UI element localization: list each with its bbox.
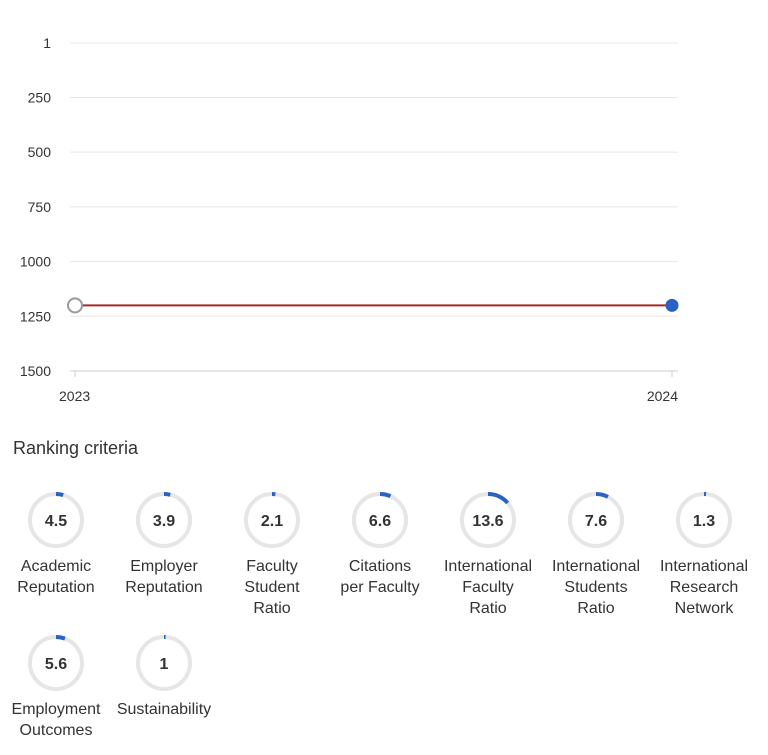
criterion-label: Academic Reputation bbox=[2, 556, 110, 598]
data-point bbox=[67, 297, 83, 314]
criterion-label: Sustainability bbox=[110, 699, 218, 720]
x-tick-label: 2023 bbox=[59, 388, 90, 404]
criterion-label-line: Outcomes bbox=[19, 722, 93, 739]
criterion-label-line: Reputation bbox=[17, 579, 95, 596]
criterion-label-line: Ratio bbox=[577, 600, 615, 617]
criterion-score: 3.9 bbox=[153, 513, 175, 530]
criterion-label-line: Faculty bbox=[462, 579, 514, 596]
criterion-score: 6.6 bbox=[369, 513, 391, 530]
criterion-score: 2.1 bbox=[261, 513, 283, 530]
criterion-item: 6.6 Citations per Faculty bbox=[326, 490, 434, 598]
criterion-label-line: Faculty bbox=[246, 558, 298, 575]
y-tick-label: 1 bbox=[43, 35, 51, 51]
criterion-label-line: Sustainability bbox=[116, 701, 212, 718]
criterion-gauge: 13.6 bbox=[460, 492, 516, 548]
criterion-item: 4.5 Academic Reputation bbox=[2, 490, 110, 598]
criterion-label-line: Reputation bbox=[125, 579, 203, 596]
criterion-label-line: Network bbox=[674, 600, 734, 617]
gauge-track bbox=[676, 492, 732, 548]
gauge-track bbox=[568, 492, 624, 548]
criterion-item: 7.6 International Students Ratio bbox=[542, 490, 650, 619]
criterion-label-line: Citations bbox=[348, 558, 412, 575]
criterion-label-line: Research bbox=[669, 579, 739, 596]
gauge-track bbox=[28, 492, 84, 548]
gauge-track bbox=[352, 492, 408, 548]
criterion-item: 2.1 Faculty Student Ratio bbox=[218, 490, 326, 619]
gauge-fill bbox=[28, 492, 84, 548]
criterion-label-line: International bbox=[443, 558, 533, 575]
criterion-label-line: Employer bbox=[130, 558, 198, 575]
gauge-fill bbox=[136, 635, 192, 691]
y-tick-label: 1000 bbox=[20, 254, 51, 270]
ranking-criteria-title: Ranking criteria bbox=[13, 438, 139, 458]
criterion-score: 13.6 bbox=[472, 513, 503, 530]
gauge-fill bbox=[244, 492, 300, 548]
gauge-fill bbox=[352, 492, 408, 548]
gauge-track bbox=[136, 492, 192, 548]
criterion-gauge: 6.6 bbox=[352, 492, 408, 548]
gauge-fill bbox=[676, 492, 732, 548]
criterion-item: 3.9 Employer Reputation bbox=[110, 490, 218, 598]
criterion-gauge: 1 bbox=[136, 635, 192, 691]
criterion-score: 4.5 bbox=[45, 513, 67, 530]
gauge-fill bbox=[568, 492, 624, 548]
gauge-fill bbox=[136, 492, 192, 548]
criterion-gauge: 1.3 bbox=[676, 492, 732, 548]
y-tick-label: 250 bbox=[28, 89, 52, 105]
gauge-fill bbox=[28, 635, 84, 691]
y-tick-label: 750 bbox=[28, 199, 52, 215]
criterion-label-line: Employment bbox=[11, 701, 101, 718]
criterion-item: 1.3 International Research Network bbox=[650, 490, 758, 619]
criterion-label-line: Academic bbox=[20, 558, 92, 575]
gauge-track bbox=[460, 492, 516, 548]
criterion-label: International Students Ratio bbox=[542, 556, 650, 619]
criterion-label-line: International bbox=[659, 558, 749, 575]
y-tick-label: 1500 bbox=[20, 363, 51, 379]
criterion-label: Employer Reputation bbox=[110, 556, 218, 598]
criterion-score: 1 bbox=[160, 656, 169, 673]
data-point bbox=[665, 298, 679, 312]
gauge-fill bbox=[460, 492, 516, 548]
criterion-label: International Faculty Ratio bbox=[434, 556, 542, 619]
criterion-item: 5.6 Employment Outcomes bbox=[2, 633, 110, 741]
criterion-label-line: International bbox=[551, 558, 641, 575]
criterion-label: Faculty Student Ratio bbox=[218, 556, 326, 619]
criterion-label-line: Ratio bbox=[253, 600, 291, 617]
criterion-score: 5.6 bbox=[45, 656, 67, 673]
criterion-label: Employment Outcomes bbox=[2, 699, 110, 741]
gauge-track bbox=[136, 635, 192, 691]
criterion-label-line: Ratio bbox=[469, 600, 507, 617]
criterion-label: Citations per Faculty bbox=[326, 556, 434, 598]
criterion-item: 1 Sustainability bbox=[110, 633, 218, 720]
criterion-label: International Research Network bbox=[650, 556, 758, 619]
criterion-label-line: Students bbox=[564, 579, 628, 596]
y-tick-label: 1250 bbox=[20, 308, 51, 324]
gauge-track bbox=[244, 492, 300, 548]
gauge-track bbox=[28, 635, 84, 691]
criterion-label-line: per Faculty bbox=[340, 579, 420, 596]
criterion-gauge: 4.5 bbox=[28, 492, 84, 548]
criterion-gauge: 7.6 bbox=[568, 492, 624, 548]
y-tick-label: 500 bbox=[28, 144, 52, 160]
criterion-gauge: 5.6 bbox=[28, 635, 84, 691]
criterion-gauge: 3.9 bbox=[136, 492, 192, 548]
criterion-score: 7.6 bbox=[585, 513, 607, 530]
x-tick-label: 2024 bbox=[647, 388, 678, 404]
criterion-item: 13.6 International Faculty Ratio bbox=[434, 490, 542, 619]
criterion-label-line: Student bbox=[244, 579, 300, 596]
criterion-gauge: 2.1 bbox=[244, 492, 300, 548]
criterion-score: 1.3 bbox=[693, 513, 715, 530]
